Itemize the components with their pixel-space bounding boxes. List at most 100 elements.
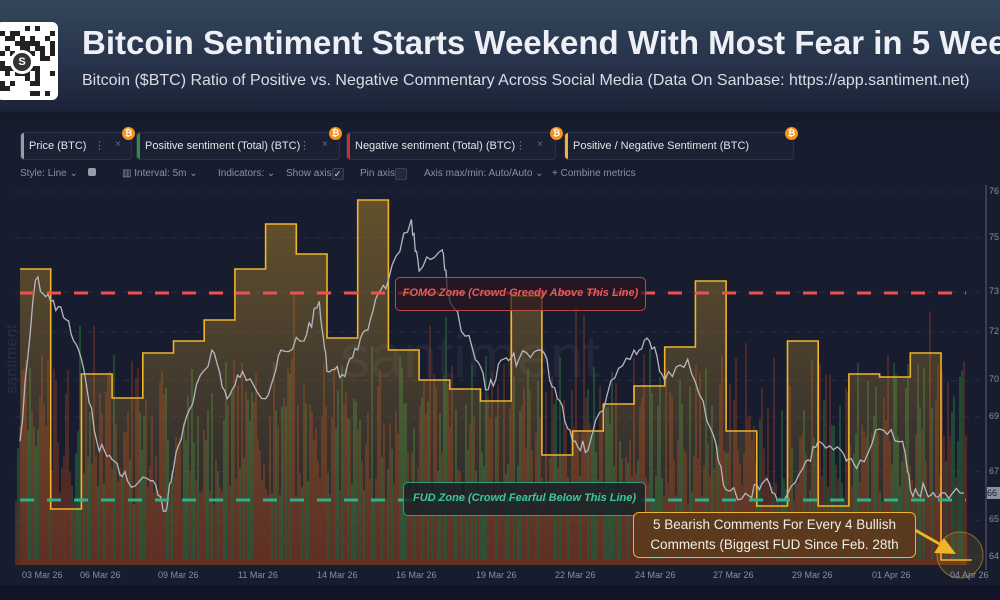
positive-sentiment-bar: [781, 410, 783, 565]
x-tick-label: 29 Mar 26: [792, 570, 833, 580]
positive-sentiment-bar: [961, 370, 963, 565]
x-tick-label: 06 Mar 26: [80, 570, 121, 580]
y-tick-label: 67: [989, 465, 1000, 476]
negative-sentiment-bar: [773, 357, 775, 565]
negative-sentiment-bar: [829, 374, 831, 565]
y-tick-label: 69: [989, 410, 1000, 421]
pin-axis-toggle[interactable]: Pin axis: [360, 168, 408, 180]
x-tick-label: 16 Mar 26: [396, 570, 437, 580]
more-options-icon[interactable]: ⋮: [515, 140, 526, 152]
plus-icon: +: [552, 168, 561, 179]
positive-sentiment-bar: [945, 460, 947, 565]
current-price-badge: 66: [987, 486, 1000, 499]
positive-sentiment-bar: [839, 405, 841, 565]
negative-sentiment-bar: [57, 442, 59, 565]
x-tick-label: 11 Mar 26: [238, 570, 278, 580]
negative-sentiment-bar: [55, 380, 57, 565]
page-title: Bitcoin Sentiment Starts Weekend With Mo…: [82, 24, 1000, 61]
negative-sentiment-bar: [65, 393, 67, 565]
x-tick-label: 27 Mar 26: [713, 570, 754, 580]
more-options-icon[interactable]: ⋮: [94, 140, 105, 152]
y-tick-label: 76: [989, 186, 1000, 196]
callout-arrow-head: [934, 538, 956, 554]
negative-sentiment-bar: [941, 370, 943, 565]
x-tick-label: 19 Mar 26: [476, 570, 517, 580]
x-tick-label: 04 Apr 26: [950, 570, 989, 580]
positive-sentiment-bar: [831, 425, 833, 565]
metric-chip-positive-sentiment[interactable]: Positive sentiment (Total) (BTC) ⋮ ×: [136, 132, 340, 160]
x-tick-label: 22 Mar 26: [555, 570, 596, 580]
metric-color-bar: [21, 133, 24, 159]
y-tick-label: 65: [989, 514, 1000, 525]
positive-sentiment-bar: [953, 396, 955, 565]
checkbox-checked-icon[interactable]: ✓: [331, 168, 344, 180]
calendar-icon: ▥: [122, 168, 135, 179]
metric-label: Positive sentiment (Total) (BTC): [145, 140, 301, 152]
ratio-step-line: [20, 199, 972, 561]
y-tick-label: 72: [989, 325, 1000, 336]
callout-line-2: Comments (Biggest FUD Since Feb. 28th: [650, 537, 899, 552]
metric-chip-price[interactable]: Price (BTC) ⋮ ×: [20, 132, 132, 160]
bitcoin-icon: ₿: [122, 127, 135, 140]
x-tick-label: 01 Apr 26: [872, 570, 911, 580]
x-tick-label: 09 Mar 26: [158, 570, 199, 580]
close-icon[interactable]: ×: [322, 139, 328, 150]
positive-sentiment-bar: [957, 441, 959, 565]
qr-code-logo: S: [0, 22, 58, 100]
positive-sentiment-bar: [951, 411, 953, 565]
positive-sentiment-bar: [823, 400, 825, 565]
metric-label: Positive / Negative Sentiment (BTC): [573, 140, 750, 152]
show-axis-toggle[interactable]: Show axis ✓: [286, 168, 344, 180]
fud-zone-label: FUD Zone (Crowd Fearful Below This Line): [403, 482, 646, 516]
metric-chip-ratio[interactable]: Positive / Negative Sentiment (BTC): [564, 132, 794, 160]
color-dropdown[interactable]: ⌄: [88, 168, 96, 179]
negative-sentiment-bar: [15, 500, 17, 565]
close-icon[interactable]: ×: [537, 139, 543, 150]
negative-sentiment-bar: [845, 388, 847, 565]
x-tick-label: 03 Mar 26: [22, 570, 63, 580]
y-tick-label: 75: [989, 231, 1000, 242]
bitcoin-icon: ₿: [329, 127, 342, 140]
negative-sentiment-bar: [761, 387, 763, 565]
metric-color-bar: [347, 133, 350, 159]
combine-metrics-button[interactable]: + Combine metrics: [552, 168, 636, 179]
metric-label: Negative sentiment (Total) (BTC): [355, 140, 516, 152]
negative-sentiment-bar: [819, 363, 821, 565]
positive-sentiment-bar: [959, 376, 961, 565]
negative-sentiment-bar: [767, 408, 769, 565]
y-tick-label: 73: [989, 286, 1000, 297]
indicators-dropdown[interactable]: Indicators: ⌄: [218, 168, 276, 179]
positive-sentiment-bar: [17, 448, 19, 565]
positive-sentiment-bar: [79, 326, 81, 565]
close-icon[interactable]: ×: [115, 139, 121, 150]
bitcoin-icon: ₿: [550, 127, 563, 140]
axis-maxmin-dropdown[interactable]: Axis max/min: Auto/Auto ⌄: [424, 168, 544, 179]
negative-sentiment-bar: [67, 369, 69, 565]
page-subtitle: Bitcoin ($BTC) Ratio of Positive vs. Neg…: [82, 72, 970, 89]
y-tick-label: 64: [989, 550, 1000, 561]
color-swatch: [88, 168, 96, 176]
ratio-area-fill: [20, 200, 972, 565]
header: S Bitcoin Sentiment Starts Weekend With …: [0, 0, 1000, 112]
more-options-icon[interactable]: ⋮: [299, 140, 310, 152]
positive-sentiment-bar: [847, 391, 849, 565]
negative-sentiment-bar: [963, 361, 965, 565]
callout-line-1: 5 Bearish Comments For Every 4 Bullish: [652, 517, 897, 532]
price-line: [19, 219, 965, 512]
metric-chip-negative-sentiment[interactable]: Negative sentiment (Total) (BTC) ⋮ ×: [346, 132, 556, 160]
positive-sentiment-bar: [759, 419, 761, 565]
negative-sentiment-bar: [53, 368, 55, 565]
checkbox-unchecked-icon[interactable]: [395, 168, 408, 180]
metric-color-bar: [565, 133, 568, 159]
y-tick-label: 70: [989, 374, 1000, 385]
footer-bar: [0, 585, 1000, 600]
highlight-circle: [936, 531, 984, 579]
metric-color-bar: [137, 133, 140, 159]
x-tick-label: 14 Mar 26: [317, 570, 358, 580]
negative-sentiment-bar: [955, 476, 957, 565]
interval-dropdown[interactable]: ▥ Interval: 5m ⌄: [122, 168, 198, 179]
fomo-zone-label: FOMO Zone (Crowd Greedy Above This Line): [395, 277, 646, 311]
style-dropdown[interactable]: Style: Line ⌄: [20, 168, 78, 179]
metric-label: Price (BTC): [29, 140, 87, 152]
negative-sentiment-bar: [947, 381, 949, 565]
